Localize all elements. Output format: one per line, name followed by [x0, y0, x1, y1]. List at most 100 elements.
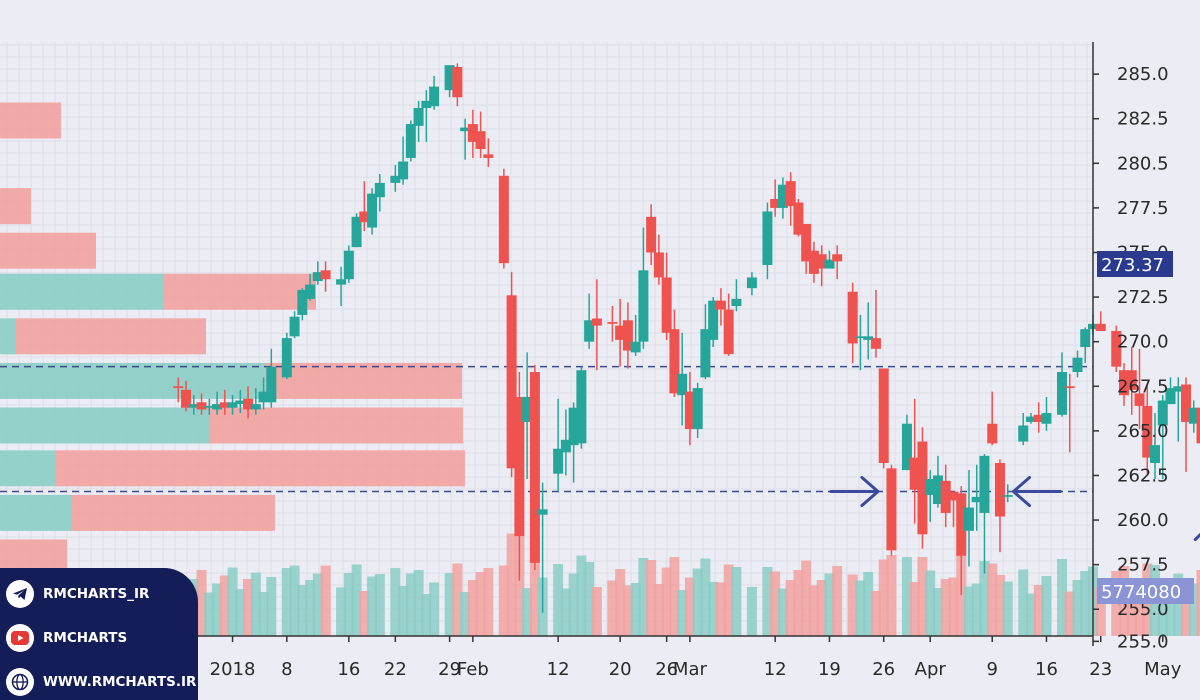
candle-body	[661, 277, 672, 333]
candle-down	[917, 427, 928, 549]
volume-bar	[940, 579, 951, 636]
candle-body	[1142, 405, 1153, 458]
candle-down	[723, 293, 734, 356]
candle-up	[1165, 377, 1176, 405]
candle-up	[351, 213, 362, 248]
candle-body	[1119, 370, 1130, 396]
website-url: WWW.RMCHARTS.IR	[43, 674, 197, 690]
telegram-row[interactable]: RMCHARTS_IR	[6, 580, 149, 608]
candle-body	[1181, 384, 1192, 422]
volume-bar	[1072, 580, 1083, 636]
candle-body	[723, 309, 734, 355]
candle-up	[979, 454, 990, 574]
brand-panel: RMCHARTS_IR RMCHARTS WWW.RMCHARTS.IR	[0, 568, 198, 700]
candle-up	[312, 261, 323, 285]
candle-body	[351, 216, 362, 248]
volume-bar	[909, 582, 920, 636]
candle-body	[421, 100, 432, 108]
candle-body	[289, 316, 300, 337]
volume-bar	[1188, 583, 1199, 636]
price-tick-label: 270.0	[1117, 332, 1169, 353]
candle-body	[692, 388, 703, 430]
date-tick-label: May	[1144, 659, 1182, 680]
candle-up	[281, 332, 292, 380]
youtube-row[interactable]: RMCHARTS	[6, 624, 127, 652]
candle-body	[235, 400, 246, 405]
candle-up	[1056, 352, 1067, 417]
candle-up	[367, 188, 378, 235]
candle-body	[669, 329, 680, 394]
volume-bar	[824, 573, 835, 636]
candle-body	[948, 491, 959, 501]
candle-body	[963, 507, 974, 531]
candle-up	[692, 382, 703, 438]
profile-bar-down	[72, 494, 275, 531]
candle-body	[258, 391, 269, 403]
candle-body	[483, 154, 494, 158]
profile-bar-down	[0, 188, 31, 225]
candle-body	[909, 457, 920, 490]
profile-bar-up	[0, 407, 210, 444]
arrow-right-icon	[829, 476, 880, 508]
volume-bar	[1056, 559, 1067, 636]
candle-up	[444, 65, 455, 98]
candle-down	[320, 261, 331, 292]
candle-up	[568, 402, 579, 483]
candle-body	[870, 338, 881, 349]
candle-down	[359, 181, 370, 232]
volume-bar	[715, 582, 726, 636]
candle-up	[374, 174, 385, 212]
date-tick-label: 22	[384, 659, 407, 680]
candle-body	[1165, 388, 1176, 405]
candle-body	[863, 336, 874, 340]
candle-down	[219, 389, 230, 415]
candle-body	[576, 370, 587, 444]
candle-body	[173, 386, 184, 389]
volume-bar	[963, 586, 974, 636]
volume-bar	[1134, 582, 1145, 636]
volume-bar	[615, 569, 626, 636]
volume-bar	[1165, 578, 1176, 636]
candle-down	[808, 241, 819, 283]
candle-body	[529, 372, 540, 563]
volume-bar	[1025, 593, 1036, 636]
volume-bar	[1033, 585, 1044, 636]
candle-body	[746, 277, 757, 289]
volume-bar	[467, 580, 478, 636]
candle-body	[452, 66, 463, 98]
volume-bar	[901, 557, 912, 636]
volume-bar	[297, 585, 308, 636]
volume-bar	[684, 577, 695, 636]
candle-up	[824, 250, 835, 269]
candle-down	[1119, 363, 1130, 406]
candle-up	[305, 273, 316, 301]
volume-bar	[622, 585, 633, 636]
candle-up	[576, 366, 587, 449]
volume-bar	[971, 583, 982, 636]
candle-down	[994, 459, 1005, 553]
volume-bar	[731, 567, 742, 636]
candle-body	[1018, 425, 1029, 442]
globe-icon	[6, 668, 34, 696]
candle-down	[870, 289, 881, 358]
candle-body	[824, 259, 835, 269]
price-tick-label: 255.0	[1117, 599, 1169, 620]
volume-bar	[832, 566, 843, 636]
website-row[interactable]: WWW.RMCHARTS.IR	[6, 668, 196, 696]
candle-up	[855, 314, 866, 371]
candle-body	[460, 127, 471, 132]
price-badges: 273.37 5774080	[1097, 251, 1194, 604]
volume-bar	[591, 587, 602, 636]
candle-body	[708, 300, 719, 340]
volume-bar	[289, 565, 300, 636]
volume-bar	[204, 592, 215, 636]
candle-body	[444, 65, 455, 91]
volume-bar	[250, 572, 261, 636]
volume-bar	[405, 573, 416, 636]
candle-up	[522, 352, 533, 480]
candle-down	[622, 302, 633, 369]
candle-down	[1134, 348, 1145, 430]
candle-body	[1072, 357, 1083, 372]
candle-down	[615, 298, 626, 367]
date-tick-label: 2018	[210, 659, 256, 680]
